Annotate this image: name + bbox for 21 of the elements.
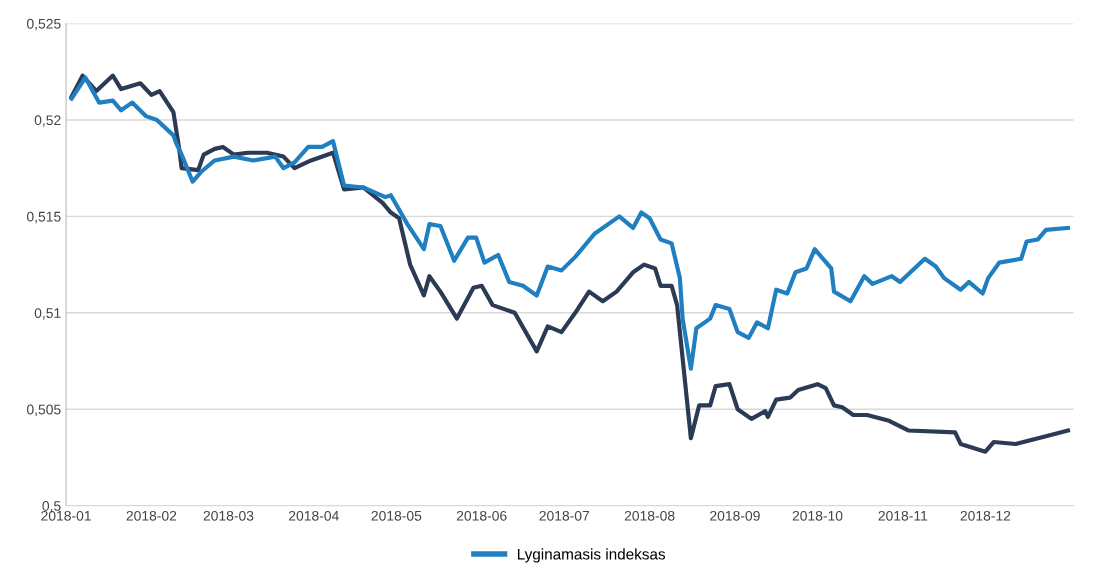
x-tick-label: 2018-06 [456, 510, 507, 521]
y-tick-label: 0,505 [26, 404, 61, 417]
x-tick-label: 2018-08 [624, 510, 675, 521]
x-tick-label: 2018-12 [960, 510, 1011, 521]
x-tick-label: 2018-03 [203, 510, 254, 521]
x-tick-label: 2018-07 [539, 510, 590, 521]
y-tick-label: 0,51 [34, 308, 61, 320]
y-tick-label: 0,5 [42, 501, 61, 513]
line-series [69, 75, 1071, 371]
y-tick-label: 0,52 [34, 115, 61, 127]
y-tick-label: 0,515 [26, 211, 61, 224]
x-tick-label: 2018-09 [710, 510, 760, 521]
x-tick-label: 2018-05 [371, 510, 422, 521]
x-tick-label: 2018-02 [126, 510, 177, 521]
x-tick-label: 2018-10 [792, 510, 843, 521]
x-tick-label: 2018-04 [289, 510, 339, 521]
y-tick-label: 0,525 [26, 18, 61, 31]
x-tick-label: 2018-01 [41, 510, 91, 521]
line-series [69, 73, 1071, 454]
x-tick-label: 2018-11 [878, 510, 928, 521]
legend-label: Lyginamasis indeksas [517, 548, 666, 563]
